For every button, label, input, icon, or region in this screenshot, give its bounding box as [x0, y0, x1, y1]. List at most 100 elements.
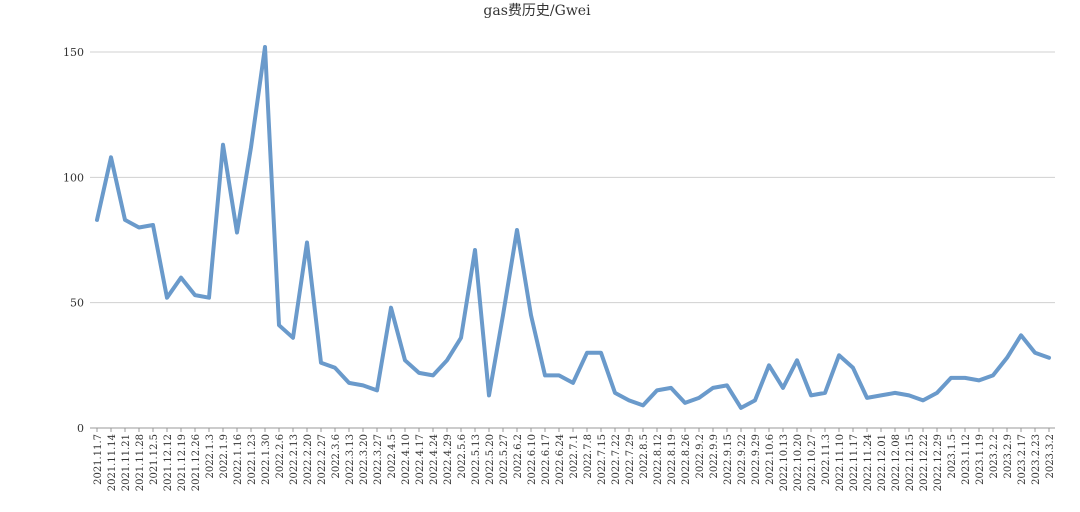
x-tick-label: 2021.12.12 — [163, 434, 174, 491]
x-tick-label: 2022.8.19 — [667, 434, 678, 485]
data-point — [991, 373, 995, 377]
x-tick-label: 2022.11.3 — [821, 434, 832, 485]
x-tick-label: 2022.12.01 — [877, 434, 888, 491]
x-tick-label: 2022.4.10 — [401, 434, 412, 485]
x-tick-label: 2022.9.29 — [751, 434, 762, 485]
x-tick-label: 2022.12.22 — [919, 434, 930, 491]
x-tick-label: 2022.1.30 — [261, 434, 272, 485]
data-point — [1047, 356, 1051, 360]
data-point — [529, 313, 533, 317]
data-point — [641, 403, 645, 407]
data-point — [851, 366, 855, 370]
series-line — [95, 45, 1051, 410]
x-tick-label: 2022.12.08 — [891, 434, 902, 491]
x-tick-label: 2022.2.27 — [317, 434, 328, 485]
x-tick-label: 2022.11.24 — [863, 434, 874, 491]
x-tick-label: 2022.10.6 — [765, 434, 776, 485]
x-tick-label: 2022.2.20 — [303, 434, 314, 485]
x-tick-label: 2021.11.28 — [135, 434, 146, 491]
x-tick-label: 2021.12.19 — [177, 434, 188, 491]
data-point — [361, 383, 365, 387]
y-tick-label: 150 — [63, 46, 84, 59]
x-tick-label: 2022.2.13 — [289, 434, 300, 485]
x-tick-label: 2022.1.9 — [219, 434, 230, 479]
data-point — [347, 381, 351, 385]
data-point — [207, 296, 211, 300]
data-point — [655, 388, 659, 392]
data-point — [333, 366, 337, 370]
x-tick-label: 2022.9.2 — [695, 434, 706, 479]
x-axis-ticks: 2021.11.7 2021.11.14 2021.11.21 2021.11.28 2… — [93, 428, 1056, 491]
x-tick-label: 2022.8.12 — [653, 434, 664, 485]
x-tick-label: 2022.10.27 — [807, 434, 818, 491]
x-tick-label: 2022.11.17 — [849, 434, 860, 491]
data-point — [725, 383, 729, 387]
data-point — [865, 396, 869, 400]
data-point — [585, 351, 589, 355]
data-point — [893, 391, 897, 395]
data-point — [739, 406, 743, 410]
x-tick-label: 2022.6.24 — [555, 434, 566, 485]
data-point — [963, 376, 967, 380]
x-tick-label: 2022.3.6 — [331, 434, 342, 479]
data-point — [235, 230, 239, 234]
data-point — [809, 393, 813, 397]
x-tick-label: 2022.5.6 — [457, 434, 468, 479]
data-point — [319, 361, 323, 365]
data-point — [221, 143, 225, 147]
x-tick-label: 2022.11.10 — [835, 434, 846, 491]
x-tick-label: 2022.5.13 — [471, 434, 482, 485]
y-tick-label: 50 — [70, 297, 84, 310]
data-point — [403, 358, 407, 362]
x-tick-label: 2022.7.15 — [597, 434, 608, 485]
chart-title: gas费历史/Gwei — [483, 3, 591, 19]
x-tick-label: 2022.4.24 — [429, 434, 440, 485]
x-tick-label: 2021.11.21 — [121, 434, 132, 491]
y-tick-label: 100 — [63, 171, 84, 184]
data-point — [977, 378, 981, 382]
x-tick-label: 2022.1.23 — [247, 434, 258, 485]
x-tick-label: 2023.2.17 — [1017, 434, 1028, 485]
data-point — [1005, 356, 1009, 360]
data-point — [487, 393, 491, 397]
data-point — [697, 396, 701, 400]
data-point — [417, 371, 421, 375]
data-point — [431, 373, 435, 377]
x-tick-label: 2022.9.9 — [709, 434, 720, 479]
data-point — [781, 386, 785, 390]
x-tick-label: 2022.4.5 — [387, 434, 398, 479]
x-tick-label: 2022.12.15 — [905, 434, 916, 491]
data-point — [193, 293, 197, 297]
data-point — [137, 225, 141, 229]
x-tick-label: 2022.5.20 — [485, 434, 496, 485]
x-tick-label: 2022.1.16 — [233, 434, 244, 485]
data-point — [473, 248, 477, 252]
x-tick-label: 2022.9.22 — [737, 434, 748, 485]
data-point — [949, 376, 953, 380]
data-point — [501, 313, 505, 317]
data-point — [627, 398, 631, 402]
x-tick-label: 2023.1.19 — [975, 434, 986, 485]
data-point — [879, 393, 883, 397]
data-point — [571, 381, 575, 385]
x-tick-label: 2021.11.14 — [107, 434, 118, 491]
data-point — [711, 386, 715, 390]
y-tick-label: 0 — [77, 422, 84, 435]
data-point — [375, 388, 379, 392]
x-tick-label: 2023.3.2 — [1045, 434, 1056, 479]
data-point — [459, 336, 463, 340]
x-tick-label: 2023.2.23 — [1031, 434, 1042, 485]
x-tick-label: 2022.7.1 — [569, 434, 580, 479]
data-point — [557, 373, 561, 377]
data-point — [305, 241, 309, 245]
x-tick-label: 2022.4.29 — [443, 434, 454, 485]
data-point — [123, 218, 127, 222]
data-point — [165, 296, 169, 300]
x-tick-label: 2023.1.12 — [961, 434, 972, 485]
data-point — [543, 373, 547, 377]
data-point — [1019, 333, 1023, 337]
data-point — [151, 223, 155, 227]
data-point — [515, 228, 519, 232]
grid-layer — [90, 51, 1055, 429]
